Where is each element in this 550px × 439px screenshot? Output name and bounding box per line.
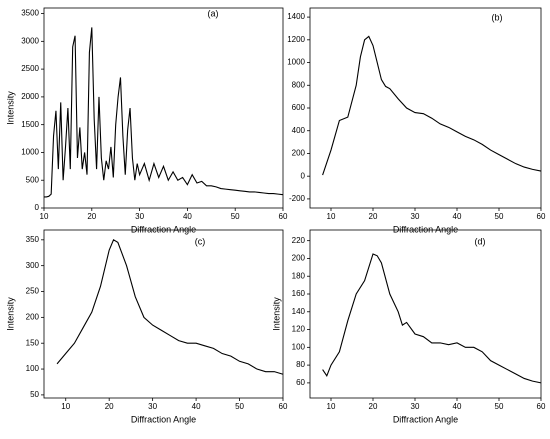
y-tick-label: 3500 <box>21 9 39 18</box>
y-tick-label: 180 <box>292 271 306 280</box>
y-tick-label: 350 <box>26 235 40 244</box>
y-tick-label: 2500 <box>21 64 39 73</box>
x-tick-label: 30 <box>148 402 157 411</box>
y-tick-label: 2000 <box>21 92 39 101</box>
y-tick-label: 1200 <box>287 35 305 44</box>
plot-frame <box>309 7 542 209</box>
x-tick-label: 60 <box>537 402 546 411</box>
y-tick-label: 0 <box>301 171 306 180</box>
data-line <box>322 35 542 176</box>
y-tick-label: 300 <box>26 261 40 270</box>
y-tick-label: 1400 <box>287 12 305 21</box>
y-tick-label: 800 <box>292 80 306 89</box>
y-tick-label: 500 <box>26 175 40 184</box>
x-tick-label: 60 <box>279 402 288 411</box>
y-tick-label: 200 <box>26 312 40 321</box>
y-tick-label: 120 <box>292 325 306 334</box>
y-tick-label: 100 <box>26 364 40 373</box>
panel-label: (a) <box>208 8 219 18</box>
y-tick-label: 60 <box>296 378 305 387</box>
y-axis-label: Intensity <box>271 297 281 331</box>
x-tick-label: 40 <box>192 402 201 411</box>
y-tick-label: 140 <box>292 307 306 316</box>
x-tick-label: 50 <box>495 402 504 411</box>
y-tick-label: 50 <box>30 390 39 399</box>
x-tick-label: 50 <box>495 212 504 221</box>
plot-frame <box>43 7 284 209</box>
y-tick-label: 200 <box>292 254 306 263</box>
y-tick-label: 1000 <box>21 148 39 157</box>
data-line <box>44 27 284 198</box>
x-tick-label: 50 <box>231 212 240 221</box>
data-line <box>322 253 542 384</box>
x-tick-label: 60 <box>279 212 288 221</box>
x-tick-label: 20 <box>369 402 378 411</box>
x-axis-label: Diffraction Angle <box>131 414 196 424</box>
panel-label: (d) <box>475 236 486 246</box>
y-tick-label: 150 <box>26 338 40 347</box>
y-tick-label: 1000 <box>287 58 305 67</box>
y-tick-label: -200 <box>289 194 306 203</box>
y-tick-label: 0 <box>35 203 40 212</box>
y-axis-label: Intensity <box>5 91 15 125</box>
x-tick-label: 50 <box>235 402 244 411</box>
y-tick-label: 80 <box>296 360 305 369</box>
x-tick-label: 20 <box>369 212 378 221</box>
y-tick-label: 100 <box>292 342 306 351</box>
x-tick-label: 10 <box>61 402 70 411</box>
plot-frame <box>43 229 284 399</box>
plot-frame <box>309 229 542 399</box>
x-tick-label: 40 <box>183 212 192 221</box>
x-tick-label: 10 <box>327 212 336 221</box>
y-tick-label: 160 <box>292 289 306 298</box>
x-tick-label: 30 <box>411 212 420 221</box>
x-tick-label: 20 <box>105 402 114 411</box>
y-tick-label: 3000 <box>21 36 39 45</box>
y-tick-label: 250 <box>26 287 40 296</box>
y-tick-label: 200 <box>292 149 306 158</box>
y-tick-label: 400 <box>292 126 306 135</box>
x-tick-label: 10 <box>327 402 336 411</box>
y-tick-label: 220 <box>292 236 306 245</box>
x-tick-label: 40 <box>453 212 462 221</box>
y-axis-label: Intensity <box>5 297 15 331</box>
y-tick-label: 1500 <box>21 120 39 129</box>
x-tick-label: 20 <box>87 212 96 221</box>
x-tick-label: 10 <box>40 212 49 221</box>
x-tick-label: 30 <box>135 212 144 221</box>
panel-label: (c) <box>195 236 206 246</box>
x-tick-label: 40 <box>453 402 462 411</box>
x-axis-label: Diffraction Angle <box>393 224 458 234</box>
x-tick-label: 30 <box>411 402 420 411</box>
x-axis-label: Diffraction Angle <box>393 414 458 424</box>
data-line <box>56 239 284 375</box>
x-tick-label: 60 <box>537 212 546 221</box>
panel-label: (b) <box>492 12 503 22</box>
x-axis-label: Diffraction Angle <box>131 224 196 234</box>
y-tick-label: 600 <box>292 103 306 112</box>
